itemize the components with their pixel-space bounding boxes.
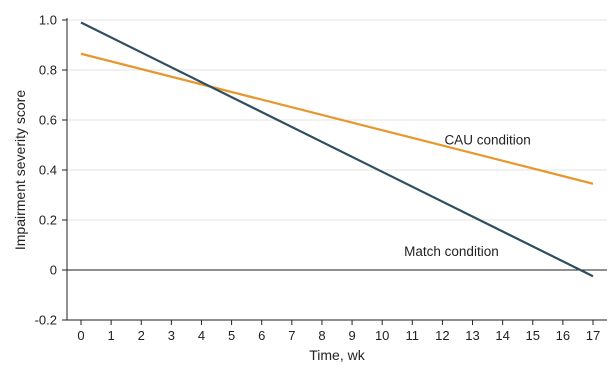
x-tick-label: 17: [586, 328, 600, 343]
x-tick-label: 7: [288, 328, 295, 343]
x-tick-labels: 0 1 2 3 4 5 6 7 8 9 10 11 12 13 14 15 16 17: [77, 320, 600, 343]
y-tick-label: 0.2: [39, 213, 57, 228]
series-line-cau-condition: [80, 52, 594, 185]
x-tick-label: 8: [318, 328, 325, 343]
x-tick-label: 10: [375, 328, 389, 343]
series-line-match-condition: [80, 21, 594, 278]
x-tick-label: 6: [258, 328, 265, 343]
y-axis-title: Impairment severity score: [12, 90, 28, 250]
x-tick-label: 5: [228, 328, 235, 343]
y-tick-label: 0.8: [39, 63, 57, 78]
annotation-cau-condition: CAU condition: [444, 133, 530, 148]
plot-frame: [66, 18, 607, 321]
y-tick-label: 0.6: [39, 113, 57, 128]
y-tick-label: 0.4: [39, 163, 57, 178]
y-tick-label: 0: [50, 263, 57, 278]
annotation-match-condition: Match condition: [404, 244, 499, 259]
x-tick-label: 9: [348, 328, 355, 343]
y-tick-labels: -0.2 0 0.2 0.4 0.6 0.8 1.0: [35, 13, 67, 328]
x-tick-label: 0: [77, 328, 84, 343]
y-tick-label: 1.0: [39, 13, 57, 28]
x-tick-label: 2: [138, 328, 145, 343]
y-tick-label: -0.2: [35, 313, 57, 328]
x-tick-label: 11: [406, 328, 420, 343]
annotations: CAU condition Match condition: [404, 133, 531, 259]
x-tick-label: 15: [526, 328, 540, 343]
x-axis-title: Time, wk: [309, 347, 365, 363]
x-tick-label: 1: [108, 328, 115, 343]
x-tick-label: 12: [435, 328, 449, 343]
x-tick-label: 3: [168, 328, 175, 343]
x-tick-label: 4: [198, 328, 205, 343]
x-tick-label: 14: [495, 328, 509, 343]
grid-lines: [67, 19, 607, 221]
x-tick-label: 13: [465, 328, 479, 343]
x-tick-label: 16: [556, 328, 570, 343]
series-lines: [80, 21, 594, 278]
